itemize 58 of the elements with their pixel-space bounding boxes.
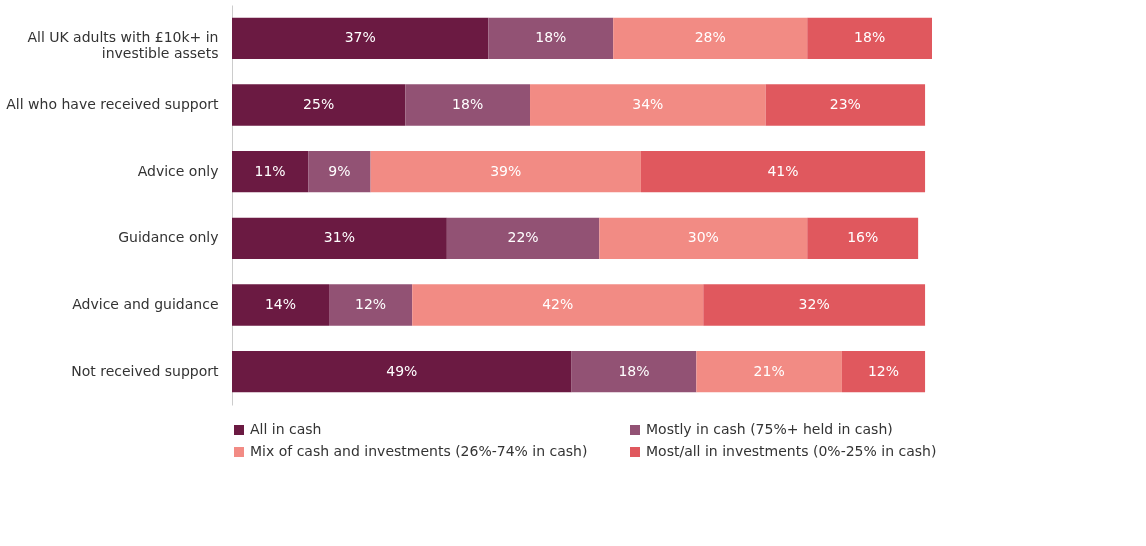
y-tick-label: All UK adults with £10k+ in investible assets (27, 29, 219, 62)
bar (446, 217, 600, 259)
data-label: 34% (632, 96, 664, 112)
bar (530, 84, 766, 126)
legend-label: Most/all in investments (0%-25% in cash) (646, 443, 937, 459)
data-label: 25% (303, 96, 335, 112)
bar (488, 17, 614, 59)
data-label: 39% (490, 162, 522, 179)
data-label: 18% (618, 362, 650, 379)
bar (696, 351, 842, 393)
data-label: 12% (355, 296, 387, 312)
bar (232, 84, 406, 126)
bar (308, 151, 371, 193)
data-label: 41% (767, 162, 799, 179)
data-label: 49% (386, 362, 418, 379)
bar (703, 284, 926, 326)
data-label: 12% (867, 362, 900, 379)
bar (405, 84, 531, 126)
bar (232, 217, 447, 259)
legend-label: Mix of cash and investments (26%-74% in cash) (250, 443, 588, 459)
data-label: 16% (847, 229, 879, 246)
bar (329, 284, 413, 326)
data-label: 21% (753, 362, 785, 379)
data-label: 11% (254, 162, 286, 179)
bar (232, 284, 330, 326)
legend-label: Mostly in cash (75%+ held in cash) (646, 421, 893, 437)
data-label: 22% (507, 229, 539, 246)
bar (807, 217, 919, 259)
bar (232, 151, 309, 193)
y-tick-label: Guidance only (118, 229, 219, 246)
bar (370, 151, 641, 193)
data-label: 9% (328, 162, 351, 179)
y-tick-label: Advice and guidance (72, 296, 219, 312)
data-label: 31% (323, 229, 355, 246)
bar (613, 17, 808, 59)
data-label: 30% (687, 229, 719, 246)
data-label: 18% (452, 96, 484, 112)
y-tick-label: Advice only (137, 162, 219, 179)
bar (232, 17, 489, 59)
legend-label: All in cash (250, 421, 322, 437)
data-label: 23% (829, 96, 861, 112)
y-tick-label: Not received support (71, 362, 219, 379)
data-label: 42% (542, 296, 574, 312)
bar (599, 217, 808, 259)
bar (841, 351, 926, 393)
y-tick-label: All who have received support (6, 96, 219, 112)
bar (807, 17, 932, 59)
bar (232, 351, 572, 393)
data-label: 14% (264, 296, 297, 312)
data-label: 18% (535, 29, 567, 46)
bar (412, 284, 704, 326)
data-label: 32% (798, 296, 830, 312)
bar (571, 351, 697, 393)
data-label: 18% (854, 29, 886, 46)
bar (640, 151, 926, 193)
data-label: 37% (344, 29, 376, 46)
data-label: 28% (694, 29, 726, 46)
bar (765, 84, 926, 126)
